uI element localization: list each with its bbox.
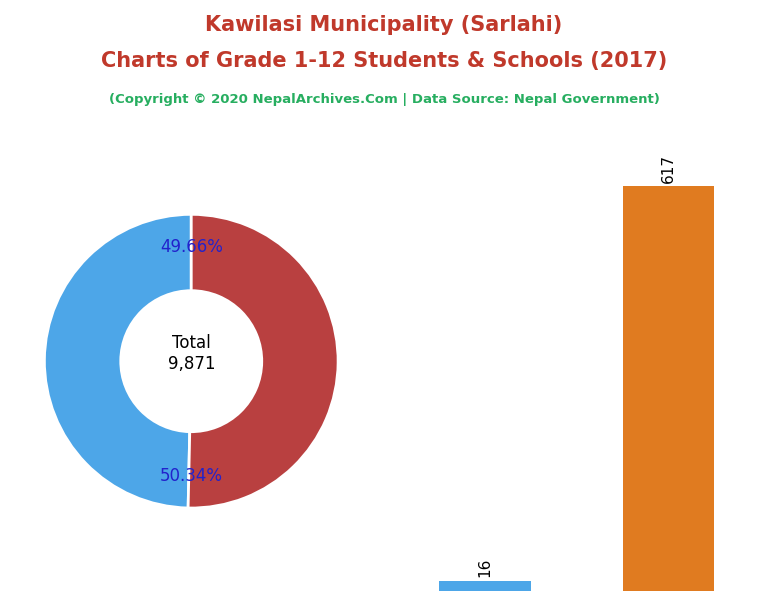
- Text: 16: 16: [478, 558, 492, 577]
- Text: 617: 617: [661, 153, 676, 183]
- Text: 49.66%: 49.66%: [160, 238, 223, 256]
- Bar: [623, 186, 714, 591]
- Wedge shape: [45, 214, 191, 508]
- Text: Charts of Grade 1-12 Students & Schools (2017): Charts of Grade 1-12 Students & Schools …: [101, 51, 667, 71]
- Bar: [439, 580, 531, 591]
- Text: (Copyright © 2020 NepalArchives.Com | Data Source: Nepal Government): (Copyright © 2020 NepalArchives.Com | Da…: [108, 93, 660, 106]
- Text: Total
9,871: Total 9,871: [167, 334, 215, 373]
- Wedge shape: [188, 214, 338, 508]
- Text: 50.34%: 50.34%: [160, 467, 223, 485]
- Text: Kawilasi Municipality (Sarlahi): Kawilasi Municipality (Sarlahi): [205, 15, 563, 35]
